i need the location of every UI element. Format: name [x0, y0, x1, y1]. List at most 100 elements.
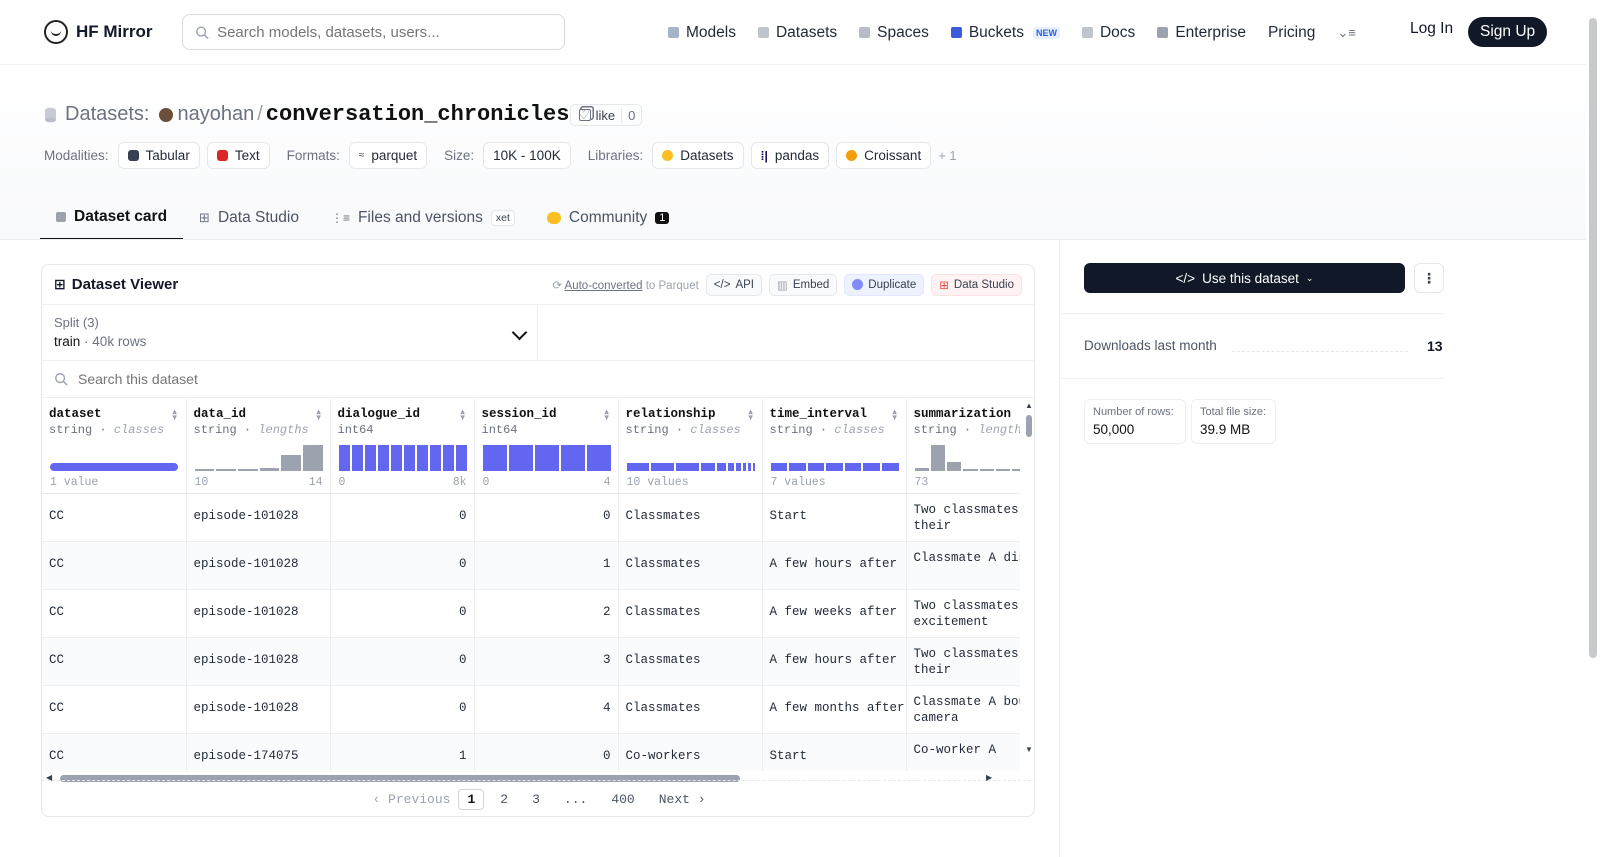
histogram-bar[interactable] [194, 469, 215, 471]
table-cell-dataset[interactable]: CC [42, 589, 187, 638]
table-row[interactable]: CC episode-101028 0 4 Classmates A few months… [42, 685, 1020, 734]
table-cell-time-interval[interactable]: A few weeks after [762, 589, 907, 638]
table-cell-data-id[interactable]: episode-174075 [186, 733, 331, 771]
nav-spaces[interactable]: Spaces [859, 24, 929, 42]
table-cell-summarization[interactable]: Two classmates express excitement [906, 589, 1020, 638]
dataset-search-input[interactable] [78, 371, 478, 387]
table-row[interactable]: CC episode-101028 0 2 Classmates A few weeks … [42, 589, 1020, 638]
table-cell-session-id[interactable]: 1 [474, 541, 619, 590]
histogram-bar[interactable] [586, 445, 611, 471]
embed-button[interactable]: ▥ Embed [768, 273, 838, 296]
column-header-session-id[interactable]: session_id int64 ▲ ▼ 0 4 [474, 399, 619, 494]
table-cell-session-id[interactable]: 0 [474, 733, 619, 771]
table-cell-relationship[interactable]: Classmates [618, 541, 763, 590]
histogram-bar[interactable] [700, 463, 715, 471]
table-cell-time-interval[interactable]: Start [762, 493, 907, 542]
duplicate-button[interactable]: Duplicate [844, 273, 925, 296]
table-cell-data-id[interactable]: episode-101028 [186, 685, 331, 734]
library-pandas[interactable]: ⁞| pandas [750, 142, 830, 169]
format-parquet[interactable]: ≈ parquet [348, 142, 428, 169]
sort-icon[interactable]: ▲ ▼ [602, 407, 611, 422]
sort-icon[interactable]: ▲ ▼ [890, 407, 899, 422]
table-cell-dataset[interactable]: CC [42, 637, 187, 686]
table-cell-data-id[interactable]: episode-101028 [186, 493, 331, 542]
histogram-bar[interactable] [863, 463, 880, 471]
histogram-bar[interactable] [770, 463, 788, 471]
like-button[interactable]: ♡ like 0 [570, 104, 643, 126]
histogram-bar[interactable] [752, 463, 755, 471]
table-cell-dataset[interactable]: CC [42, 541, 187, 590]
column-histogram[interactable] [914, 445, 1020, 471]
table-row[interactable]: CC episode-174075 1 0 Co-workers Start Co-work… [42, 733, 1020, 771]
split-selector[interactable]: Split (3) train · 40k rows [42, 305, 538, 360]
histogram-bar[interactable] [508, 445, 533, 471]
table-cell-dialogue-id[interactable]: 0 [330, 637, 475, 686]
tab-data-studio[interactable]: ⊞ Data Studio [183, 196, 315, 239]
histogram-bar[interactable] [560, 445, 585, 471]
horizontal-scrollbar[interactable]: ◀ ▶ [46, 773, 996, 783]
table-cell-summarization[interactable]: Classmate A bought a new camera [906, 685, 1020, 734]
table-cell-relationship[interactable]: Classmates [618, 589, 763, 638]
histogram-bar[interactable] [651, 463, 675, 471]
modality-text[interactable]: Text [206, 142, 270, 169]
dataset-name[interactable]: conversation_chronicles [265, 102, 570, 127]
histogram-bar[interactable] [259, 468, 280, 471]
table-cell-summarization[interactable]: Two classmates catch up on their [906, 493, 1020, 542]
owner-link[interactable]: nayohan [177, 103, 255, 125]
login-link[interactable]: Log In [1410, 20, 1454, 37]
nav-buckets[interactable]: Buckets NEW [950, 24, 1060, 42]
nav-enterprise[interactable]: Enterprise [1157, 24, 1246, 42]
histogram-bar[interactable] [237, 468, 258, 471]
table-cell-time-interval[interactable]: A few hours after [762, 637, 907, 686]
column-histogram[interactable] [626, 445, 755, 471]
table-cell-dialogue-id[interactable]: 1 [330, 733, 475, 771]
table-cell-session-id[interactable]: 0 [474, 493, 619, 542]
histogram-bar[interactable] [455, 445, 467, 471]
data-studio-button[interactable]: ⊞ Data Studio [931, 273, 1022, 296]
table-cell-dataset[interactable]: CC [42, 493, 187, 542]
histogram-bar[interactable] [390, 445, 402, 471]
histogram-bar[interactable] [416, 445, 428, 471]
histogram-bar[interactable] [676, 463, 699, 471]
more-libraries[interactable]: + 1 [938, 148, 957, 163]
table-cell-summarization[interactable]: Two classmates catch up on their [906, 637, 1020, 686]
histogram-bar[interactable] [844, 463, 862, 471]
histogram-bar[interactable] [302, 445, 323, 471]
global-search[interactable] [182, 14, 565, 50]
sort-icon[interactable]: ▲ ▼ [170, 407, 179, 422]
histogram-bar[interactable] [947, 461, 962, 471]
table-cell-dataset[interactable]: CC [42, 685, 187, 734]
vertical-scroll-thumb[interactable] [1026, 415, 1032, 437]
histogram-bar[interactable] [736, 463, 742, 471]
histogram-bar[interactable] [351, 445, 363, 471]
horizontal-scroll-thumb[interactable] [60, 775, 740, 782]
tab-community[interactable]: Community 1 [531, 196, 686, 239]
column-histogram[interactable] [770, 445, 899, 471]
histogram-bar[interactable] [995, 469, 1010, 471]
api-button[interactable]: </> API [705, 273, 762, 296]
nav-models[interactable]: Models [668, 24, 736, 42]
table-cell-time-interval[interactable]: A few hours after [762, 541, 907, 590]
histogram-bar[interactable] [789, 463, 806, 471]
table-cell-session-id[interactable]: 2 [474, 589, 619, 638]
table-cell-session-id[interactable]: 4 [474, 685, 619, 734]
column-histogram[interactable] [50, 445, 178, 471]
page-2[interactable]: 2 [500, 792, 509, 807]
library-croissant[interactable]: Croissant [836, 142, 932, 169]
scroll-left-icon[interactable]: ◀ [46, 773, 53, 782]
histogram-bar[interactable] [826, 463, 843, 471]
column-header-dataset[interactable]: dataset string · classes ▲ ▼ 1 value [42, 399, 187, 494]
histogram-bar[interactable] [979, 469, 994, 471]
signup-button[interactable]: Sign Up [1468, 17, 1548, 47]
scroll-right-icon[interactable]: ▶ [986, 773, 993, 782]
table-cell-relationship[interactable]: Co-workers [618, 733, 763, 771]
histogram-bar[interactable] [377, 445, 389, 471]
table-cell-time-interval[interactable]: Start [762, 733, 907, 771]
page-400[interactable]: 400 [611, 792, 635, 807]
table-cell-dialogue-id[interactable]: 0 [330, 541, 475, 590]
nav-docs[interactable]: Docs [1081, 24, 1135, 42]
column-histogram[interactable] [194, 445, 323, 471]
sort-icon[interactable]: ▲ ▼ [746, 407, 755, 422]
brand[interactable]: HF Mirror [44, 20, 176, 44]
histogram-bar[interactable] [743, 463, 747, 471]
